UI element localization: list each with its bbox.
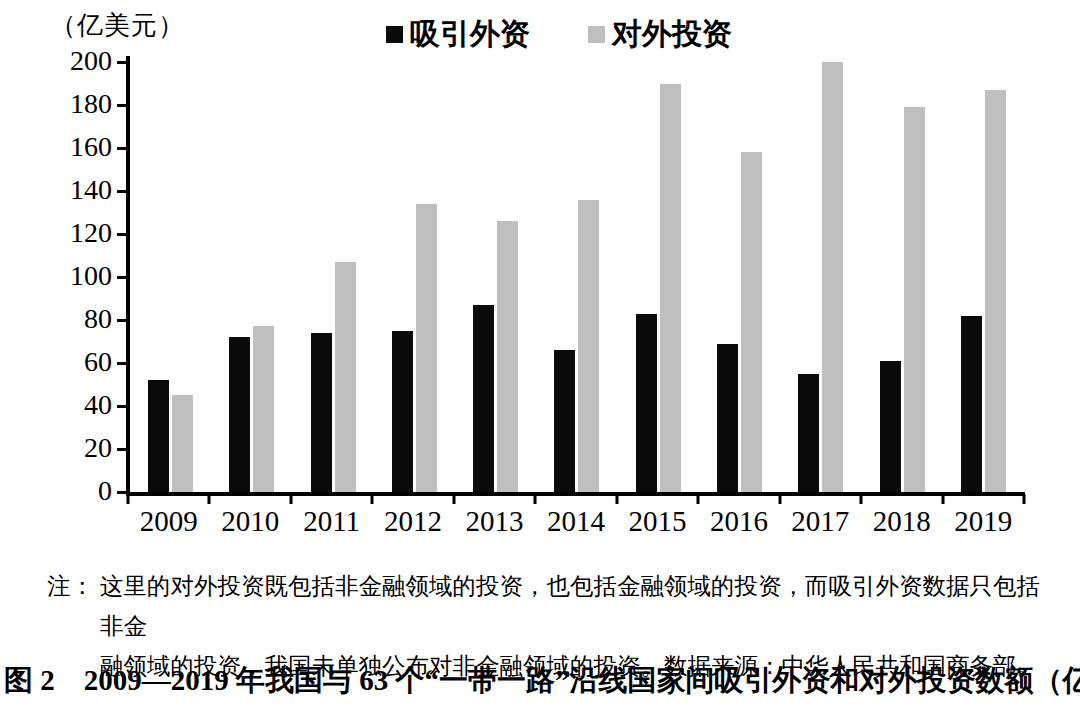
bar-outward-investment-2011	[335, 262, 356, 492]
x-axis-tick	[534, 494, 537, 504]
x-axis-year-label: 2012	[372, 505, 453, 538]
legend-swatch-attract-foreign-investment	[386, 26, 403, 43]
bar-outward-investment-2015	[660, 84, 681, 493]
x-axis-tick	[371, 494, 374, 504]
x-axis-tick	[615, 494, 618, 504]
y-axis-tick	[117, 362, 128, 365]
y-axis-tick-label: 80	[30, 303, 112, 335]
y-axis-tick	[117, 147, 128, 150]
bar-outward-investment-2012	[416, 204, 437, 492]
bar-attract-foreign-investment-2016	[717, 344, 738, 492]
bar-attract-foreign-investment-2015	[636, 314, 657, 492]
bar-attract-foreign-investment-2009	[148, 380, 169, 492]
x-axis-year-label: 2019	[943, 505, 1024, 538]
x-axis-year-label: 2015	[617, 505, 698, 538]
y-axis-tick-label: 20	[30, 432, 112, 464]
y-axis-tick	[117, 405, 128, 408]
plot-area	[130, 62, 1024, 492]
bar-outward-investment-2010	[253, 326, 274, 492]
y-axis-tick-label: 0	[30, 475, 112, 507]
y-axis-tick	[117, 276, 128, 279]
bar-outward-investment-2009	[172, 395, 193, 492]
bar-outward-investment-2014	[578, 200, 599, 492]
legend-swatch-outward-investment	[588, 26, 605, 43]
x-axis-tick	[941, 494, 944, 504]
x-axis-year-label: 2016	[698, 505, 779, 538]
figure-caption: 图 2 2009—2019 年我国与 63 个“一带一路”沿线国家间吸引外资和对…	[4, 660, 1078, 700]
x-axis-year-label: 2018	[861, 505, 942, 538]
bar-attract-foreign-investment-2010	[229, 337, 250, 492]
y-axis-tick	[117, 190, 128, 193]
note-line-1: 这里的对外投资既包括非金融领域的投资，也包括金融领域的投资，而吸引外资数据只包括…	[100, 566, 1057, 646]
x-axis-tick	[697, 494, 700, 504]
x-axis-year-label: 2014	[535, 505, 616, 538]
x-axis-ticks	[128, 494, 1024, 505]
bar-attract-foreign-investment-2013	[473, 305, 494, 492]
bar-group-2018	[861, 62, 942, 492]
bar-attract-foreign-investment-2011	[311, 333, 332, 492]
y-axis-tick-label: 160	[30, 131, 112, 163]
x-axis-year-label: 2013	[454, 505, 535, 538]
bar-outward-investment-2017	[822, 62, 843, 492]
y-axis-tick	[117, 104, 128, 107]
legend-item-attract-foreign-investment: 吸引外资	[386, 14, 530, 55]
y-axis-tick-label: 140	[30, 174, 112, 206]
bar-outward-investment-2019	[985, 90, 1006, 492]
bar-group-2019	[943, 62, 1024, 492]
legend-label-outward-investment: 对外投资	[612, 14, 732, 55]
x-axis-labels: 2009201020112012201320142015201620172018…	[128, 505, 1024, 538]
y-axis-unit-label: （亿美元）	[50, 8, 185, 43]
bar-group-2009	[130, 62, 211, 492]
x-axis-year-label: 2011	[291, 505, 372, 538]
note-label: 注：	[47, 566, 94, 606]
bar-group-2017	[780, 62, 861, 492]
y-axis-tick	[117, 319, 128, 322]
y-axis-tick	[117, 61, 128, 64]
y-axis-tick-label: 180	[30, 88, 112, 120]
x-axis-year-label: 2010	[209, 505, 290, 538]
x-axis-tick	[778, 494, 781, 504]
y-axis-tick	[117, 233, 128, 236]
x-axis-tick	[860, 494, 863, 504]
y-axis-tick-label: 200	[30, 45, 112, 77]
x-axis-tick	[289, 494, 292, 504]
bar-group-2012	[374, 62, 455, 492]
bar-attract-foreign-investment-2018	[880, 361, 901, 492]
bar-attract-foreign-investment-2012	[392, 331, 413, 492]
chart-legend: 吸引外资 对外投资	[386, 14, 732, 55]
bar-group-2010	[211, 62, 292, 492]
bar-attract-foreign-investment-2014	[554, 350, 575, 492]
bar-group-2011	[293, 62, 374, 492]
bar-group-2016	[699, 62, 780, 492]
bar-outward-investment-2013	[497, 221, 518, 492]
legend-item-outward-investment: 对外投资	[588, 14, 732, 55]
bar-attract-foreign-investment-2019	[961, 316, 982, 492]
legend-label-attract-foreign-investment: 吸引外资	[410, 14, 530, 55]
y-axis-tick-label: 40	[30, 389, 112, 421]
x-axis-year-label: 2017	[780, 505, 861, 538]
y-axis-tick	[117, 448, 128, 451]
bar-attract-foreign-investment-2017	[798, 374, 819, 492]
x-axis-tick	[127, 494, 130, 504]
bar-group-2015	[618, 62, 699, 492]
bar-group-2013	[455, 62, 536, 492]
x-axis-tick	[452, 494, 455, 504]
y-axis-tick-label: 60	[30, 346, 112, 378]
bar-group-2014	[536, 62, 617, 492]
y-axis-tick-label: 120	[30, 217, 112, 249]
x-axis-tick	[208, 494, 211, 504]
figure-bar-chart: （亿美元） 吸引外资 对外投资 0 20 40 60 80 100 120 140 160 180…	[0, 0, 1080, 713]
x-axis-tick	[1023, 494, 1026, 504]
y-axis-tick-label: 100	[30, 260, 112, 292]
bar-outward-investment-2018	[904, 107, 925, 492]
x-axis-year-label: 2009	[128, 505, 209, 538]
bar-outward-investment-2016	[741, 152, 762, 492]
